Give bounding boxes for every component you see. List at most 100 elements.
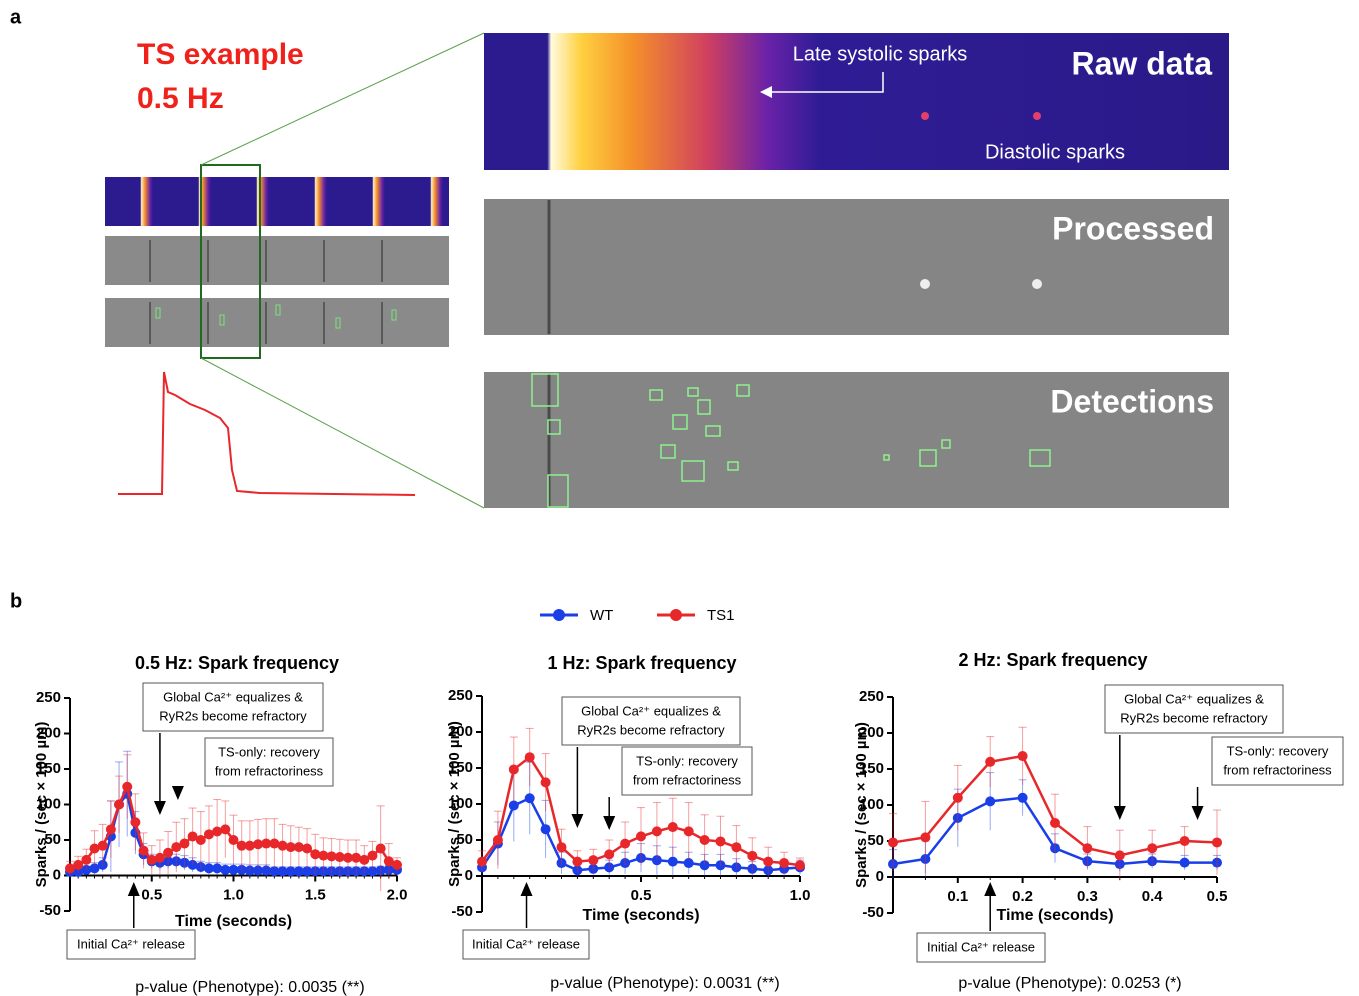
y-axis-label: Sparks / (sec × 100 µm) bbox=[446, 721, 463, 887]
arrow-head bbox=[128, 882, 140, 896]
data-point bbox=[1115, 850, 1125, 860]
data-point bbox=[1147, 843, 1157, 853]
annotation-text: Initial Ca²⁺ release bbox=[927, 939, 1035, 954]
data-point bbox=[163, 848, 173, 858]
data-point bbox=[620, 839, 630, 849]
arrow-head bbox=[1114, 806, 1126, 820]
panel-label: a bbox=[10, 6, 22, 28]
x-tick-label: 0.5 bbox=[631, 887, 652, 904]
data-point bbox=[953, 793, 963, 803]
data-point bbox=[1212, 837, 1222, 847]
y-tick-label: 0 bbox=[876, 868, 884, 885]
annotation-text: from refractoriness bbox=[215, 763, 324, 778]
annotation-text: RyR2s become refractory bbox=[1120, 710, 1268, 725]
data-point bbox=[81, 855, 91, 865]
arrow-head bbox=[172, 786, 184, 800]
detections-image: Detections bbox=[484, 372, 1229, 508]
data-point bbox=[716, 836, 726, 846]
zoom-line bbox=[201, 358, 484, 508]
data-point bbox=[509, 764, 519, 774]
x-axis-label: Time (seconds) bbox=[175, 913, 292, 930]
raw-image: Raw data Late systolic sparks Diastolic … bbox=[484, 33, 1229, 170]
data-point bbox=[1082, 843, 1092, 853]
data-point bbox=[888, 837, 898, 847]
data-point bbox=[477, 857, 487, 867]
chart: 2 Hz: Spark frequency-500501001502002500… bbox=[853, 650, 1343, 992]
data-point bbox=[114, 800, 124, 810]
data-point bbox=[668, 857, 678, 867]
x-axis-label: Time (seconds) bbox=[582, 907, 699, 924]
data-point bbox=[1018, 793, 1028, 803]
data-point bbox=[196, 835, 206, 845]
annotation-text: TS-only: recovery bbox=[636, 753, 738, 768]
data-point bbox=[700, 835, 710, 845]
data-point bbox=[1018, 751, 1028, 761]
data-point bbox=[130, 817, 140, 827]
data-point bbox=[220, 824, 230, 834]
x-tick-label: 0.5 bbox=[141, 886, 162, 903]
y-tick-label: -50 bbox=[862, 904, 884, 921]
data-point bbox=[557, 842, 567, 852]
data-point bbox=[376, 844, 386, 854]
y-tick-label: 0 bbox=[465, 867, 473, 884]
data-point bbox=[652, 826, 662, 836]
data-point bbox=[684, 826, 694, 836]
data-point bbox=[572, 857, 582, 867]
data-point bbox=[985, 757, 995, 767]
chart-title: 2 Hz: Spark frequency bbox=[958, 650, 1147, 670]
panel-label: b bbox=[10, 590, 22, 612]
thumb-raw bbox=[105, 177, 449, 226]
data-point bbox=[747, 851, 757, 861]
arrow-head bbox=[984, 882, 996, 896]
data-point bbox=[604, 849, 614, 859]
data-point bbox=[525, 793, 535, 803]
chart: 1 Hz: Spark frequency-500501001502002500… bbox=[446, 653, 810, 992]
y-tick-label: 250 bbox=[859, 688, 884, 705]
annotation-text: Initial Ca²⁺ release bbox=[77, 936, 185, 951]
data-point bbox=[668, 822, 678, 832]
legend-marker bbox=[553, 609, 565, 621]
x-tick-label: 1.0 bbox=[790, 887, 811, 904]
image-label: Raw data bbox=[1072, 45, 1213, 81]
annotation-text: TS-only: recovery bbox=[218, 744, 320, 759]
data-point bbox=[302, 844, 312, 854]
x-tick-label: 0.2 bbox=[1012, 888, 1033, 905]
x-tick-label: 1.5 bbox=[305, 886, 326, 903]
annotation-text: Global Ca²⁺ equalizes & bbox=[163, 689, 303, 704]
annotation-text: from refractoriness bbox=[1223, 762, 1332, 777]
arrow-head bbox=[1192, 806, 1204, 820]
data-point bbox=[98, 841, 108, 851]
image-label: Detections bbox=[1050, 383, 1214, 419]
data-point bbox=[541, 777, 551, 787]
legend-marker bbox=[670, 609, 682, 621]
data-point bbox=[509, 800, 519, 810]
data-point bbox=[122, 782, 132, 792]
y-tick-label: 0 bbox=[53, 866, 61, 883]
annotation-text: RyR2s become refractory bbox=[159, 708, 307, 723]
annotation: Late systolic sparks bbox=[793, 43, 968, 65]
data-point bbox=[985, 796, 995, 806]
annotation-text: RyR2s become refractory bbox=[577, 722, 725, 737]
processed-image: Processed bbox=[484, 199, 1229, 335]
arrow-head bbox=[571, 814, 583, 828]
data-point bbox=[493, 835, 503, 845]
x-tick-label: 2.0 bbox=[387, 886, 408, 903]
annotation-text: from refractoriness bbox=[633, 772, 742, 787]
footnote: p-value (Phenotype): 0.0253 (*) bbox=[958, 975, 1181, 992]
data-point bbox=[1050, 818, 1060, 828]
data-point bbox=[779, 858, 789, 868]
y-tick-label: -50 bbox=[451, 903, 473, 920]
x-tick-label: 0.5 bbox=[1207, 888, 1228, 905]
y-tick-label: 250 bbox=[448, 687, 473, 704]
action-potential bbox=[118, 372, 415, 495]
data-point bbox=[179, 839, 189, 849]
y-tick-label: -50 bbox=[39, 902, 61, 919]
data-point bbox=[636, 831, 646, 841]
annotation-text: TS-only: recovery bbox=[1227, 743, 1329, 758]
panel-title: TS example bbox=[137, 38, 304, 71]
data-point bbox=[106, 824, 116, 834]
data-point bbox=[392, 860, 402, 870]
x-tick-label: 0.3 bbox=[1077, 888, 1098, 905]
x-tick-label: 0.4 bbox=[1142, 888, 1164, 905]
